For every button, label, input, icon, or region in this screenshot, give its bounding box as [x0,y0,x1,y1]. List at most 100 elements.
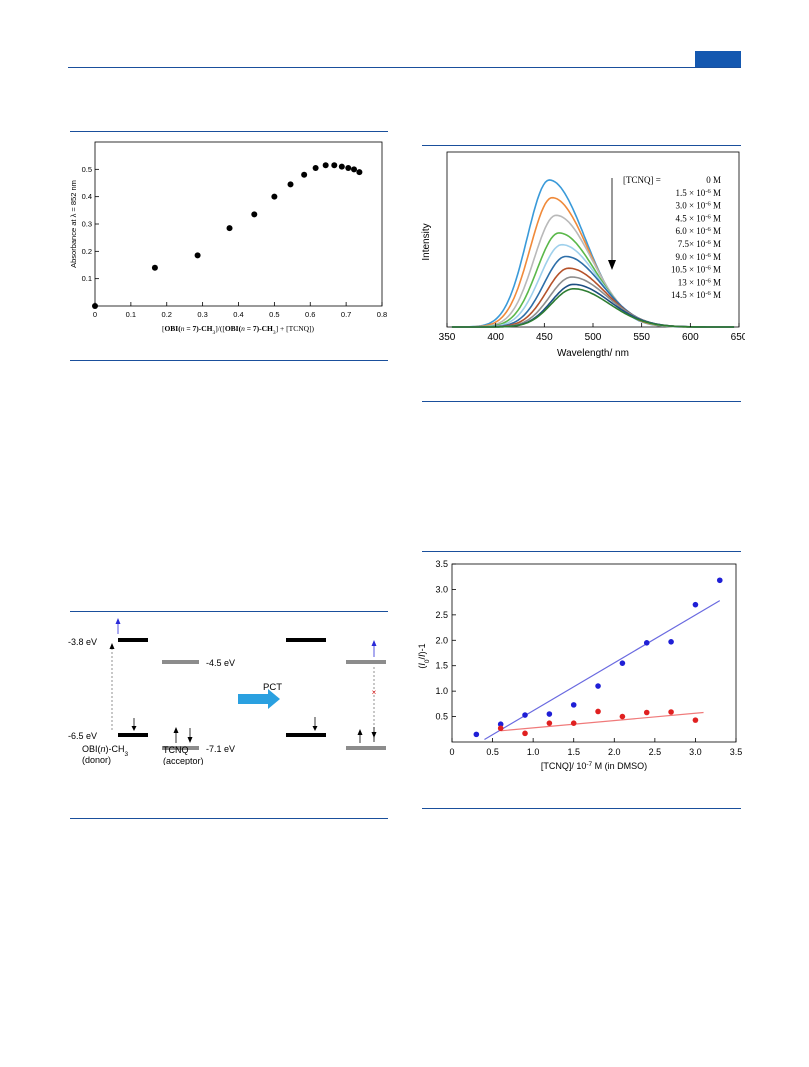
spectra-legend-entry: 4.5 × 10-6 M [675,213,721,224]
stern-volmer-chart: 0.5 1.0 1.5 2.0 2.5 3.0 3.5 0 0.5 1.0 1.5 2.0 2.5 3.… [417,559,743,772]
stern-volmer-data-point [522,730,528,737]
stern-volmer-data-point [546,720,553,726]
absorbance-data-point [312,164,319,171]
donor-name-label: OBI(n)-CH3 [82,744,129,758]
donor-role-label: (donor) [82,755,111,765]
stern-volmer-data-point [692,601,699,608]
stern-volmer-x-tick-label: 3.5 [730,747,743,757]
figure1-top-rule [70,131,388,132]
stern-volmer-data-point [692,717,699,723]
header-accent-block [695,51,741,67]
absorbance-data-point [345,164,352,171]
stern-volmer-data-point [619,660,626,666]
absorbance-data-point [351,166,358,173]
figure2-bottom-rule [422,401,741,402]
product-donor-homo-level [286,733,326,737]
absorbance-data-point [356,169,363,176]
acceptor-homo-electron-up-head [173,727,179,733]
absorbance-x-tick-label: 0.3 [197,310,207,319]
donor-lumo-energy-label: -3.8 eV [68,637,97,647]
header-rule [68,67,741,68]
absorbance-data-point [194,252,201,259]
stern-volmer-y-tick-label: 2.5 [435,610,448,620]
stern-volmer-data-point [619,713,626,720]
acceptor-homo-level [162,746,199,750]
stern-volmer-x-tick-label: 0 [449,747,454,757]
stern-volmer-data-point [668,709,674,715]
absorbance-x-tick-label: 0.6 [305,310,315,319]
acceptor-homo-electron-down-head [187,737,193,743]
stern-volmer-y-tick-label: 2.0 [435,635,448,645]
spectra-x-tick-label: 350 [439,332,456,343]
absorbance-x-tick-label: 0.8 [377,310,387,319]
stern-volmer-fit-line [484,600,721,740]
product-donor-electron-down-head [312,726,318,731]
absorbance-y-tick-label: 0.3 [82,220,92,229]
absorbance-x-tick-label: 0.1 [126,310,136,319]
stern-volmer-data-point [716,577,723,584]
stern-volmer-data-point [668,639,674,645]
absorbance-data-point [271,193,278,200]
donor-homo-energy-label: -6.5 eV [68,731,97,741]
stern-volmer-data-point [570,720,577,726]
spectra-legend-entry: 6.0 × 10-6 M [675,226,721,237]
stern-volmer-data-point [522,712,528,718]
stern-volmer-data-point [595,708,601,715]
spectra-x-tick-label: 550 [633,332,650,343]
spectra-x-tick-label: 650 [731,332,745,343]
energy-level-diagram: -3.8 eV -6.5 eV OBI(n)-CH3 (donor) -4.5 … [68,618,386,765]
figure2-top-rule [422,145,741,146]
donor-excitation-arrowhead [109,643,115,649]
acceptor-homo-energy-label: -7.1 eV [206,744,235,754]
figure4-bottom-rule [422,808,741,809]
absorbance-y-tick-label: 0.5 [82,165,92,174]
donor-lumo-electron-arrowhead [115,618,121,624]
absorbance-y-tick-label: 0.1 [82,274,92,283]
stern-volmer-x-axis-label: [TCNQ]/ 10-7 M (in DMSO) [541,761,647,772]
stern-volmer-x-tick-label: 1.0 [527,747,540,757]
absorbance-y-tick-label: 0.4 [82,192,92,201]
stern-volmer-fit-line [500,711,704,732]
product-acceptor-electron-up-head [371,640,377,646]
absorbance-x-tick-label: 0.4 [233,310,243,319]
spectra-legend-entry: 3.0 × 10-6 M [675,200,721,211]
figure3-top-rule [70,611,388,612]
pct-arrow [238,689,280,709]
stern-volmer-x-tick-label: 2.5 [649,747,662,757]
absorbance-data-point [151,264,158,271]
spectra-x-tick-label: 600 [682,332,699,343]
pct-arrow-label: PCT [263,682,282,693]
spectrum-curve [451,288,735,328]
stern-volmer-y-tick-label: 3.0 [435,584,448,594]
product-donor-lumo-level [286,638,326,642]
spectra-legend-entry: 10.5 × 10-6 M [671,264,721,275]
absorbance-x-tick-label: 0 [93,310,97,319]
absorbance-x-tick-label: 0.5 [269,310,279,319]
acceptor-lumo-energy-label: -4.5 eV [206,658,235,668]
product-acceptor-homo-level [346,746,386,750]
stern-volmer-data-point [497,721,504,727]
stern-volmer-data-point [643,709,650,716]
stern-volmer-data-point [643,640,650,646]
spectra-legend-entry: 14.5 × 10-6 M [671,290,721,301]
forbidden-transition-mark: × [372,688,377,697]
absorbance-y-axis-label: Absorbance at λ = 852 nm [69,180,78,268]
absorbance-x-tick-label: 0.2 [162,310,172,319]
stern-volmer-data-point [570,702,577,708]
absorbance-data-point [226,225,233,232]
stern-volmer-x-tick-label: 3.0 [689,747,702,757]
spectra-legend-entry: 1.5 × 10-6 M [675,187,721,198]
stern-volmer-x-tick-label: 1.5 [567,747,580,757]
acceptor-lumo-level [162,660,199,664]
figure4-top-rule [422,551,741,552]
stern-volmer-plot-frame [451,563,737,743]
absorbance-data-point [251,211,258,218]
stern-volmer-y-tick-label: 3.5 [435,559,448,569]
spectra-legend-header: [TCNQ] = [623,175,661,185]
stern-volmer-y-tick-label: 1.5 [435,661,448,671]
stern-volmer-data-point [546,711,553,717]
spectra-y-axis-label: Intensity [421,223,432,260]
spectra-legend-entry: 13 × 10-6 M [678,277,721,288]
spectra-x-tick-label: 400 [487,332,504,343]
spectra-legend-entry: 0 M [706,175,721,185]
